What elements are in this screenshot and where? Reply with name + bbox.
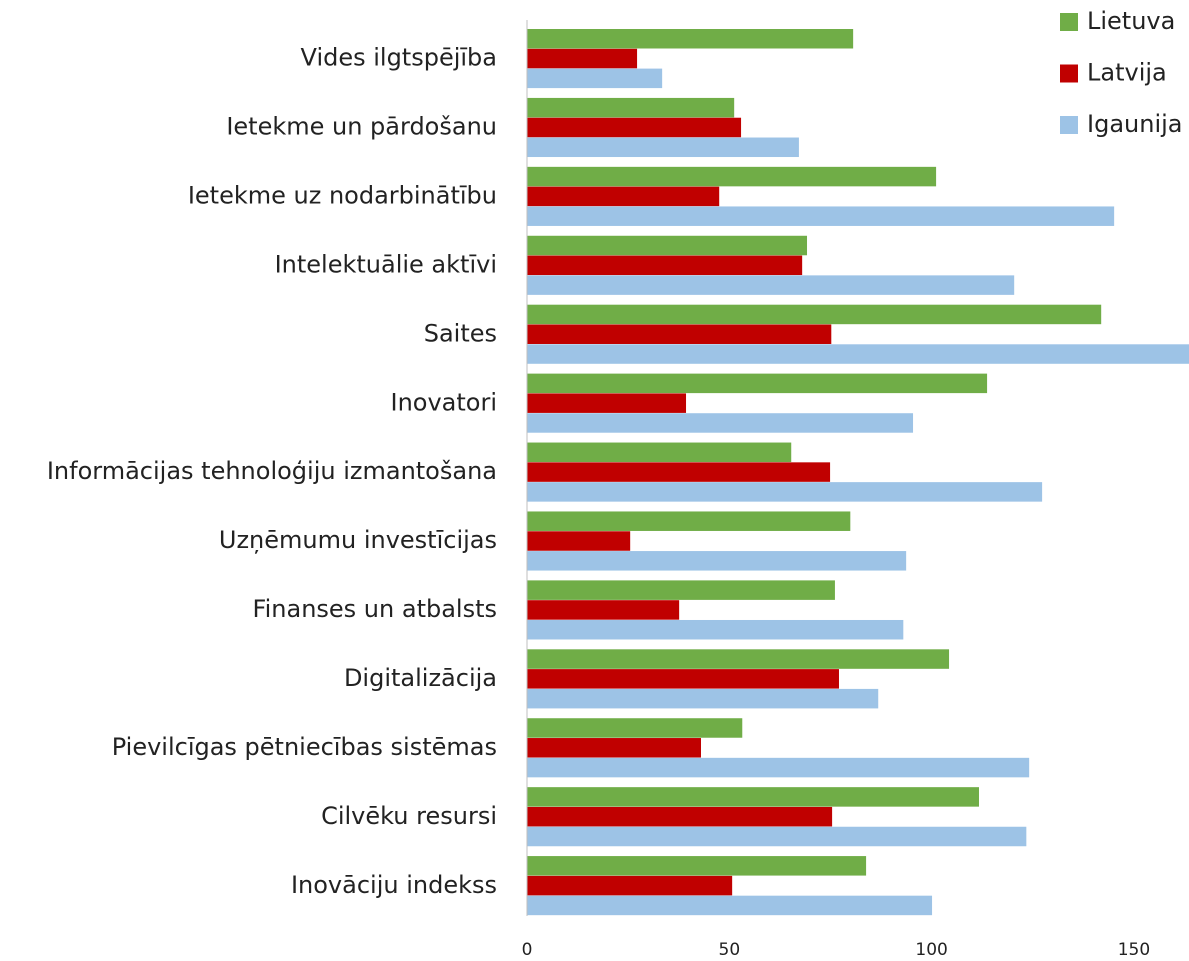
bar [527, 895, 933, 916]
bar [527, 48, 638, 69]
bar [527, 68, 663, 89]
category-label: Saites [424, 319, 497, 347]
category-label: Pievilcīgas pētniecības sistēmas [112, 733, 497, 761]
category-label: Cilvēku resursi [321, 802, 497, 830]
x-tick-label: 100 [915, 940, 947, 960]
bar [527, 649, 950, 669]
bar [527, 580, 835, 600]
legend-label: Latvija [1087, 59, 1167, 87]
bar [527, 275, 1015, 295]
bar [527, 462, 831, 482]
bar [527, 875, 733, 896]
bar [527, 738, 701, 758]
category-label: Uzņēmumu investīcijas [219, 526, 497, 554]
bar [527, 344, 1189, 364]
bar [527, 826, 1027, 847]
bar [527, 235, 808, 256]
bar [527, 757, 1030, 778]
bar [527, 137, 799, 158]
category-label: Intelektuālie aktīvi [275, 250, 497, 278]
category-label: Informācijas tehnoloģiju izmantošana [47, 457, 497, 485]
bar [527, 806, 833, 827]
bar [527, 29, 854, 49]
bar [527, 393, 687, 413]
x-tick-label: 50 [719, 940, 741, 960]
category-label: Inovāciju indekss [291, 871, 497, 899]
category-label: Digitalizācija [344, 664, 497, 692]
bar [527, 619, 904, 640]
bar [527, 206, 1115, 226]
bar [527, 787, 979, 807]
bar [527, 442, 792, 463]
x-tick-label: 0 [522, 940, 533, 960]
category-label: Ietekme un pārdošanu [226, 113, 497, 141]
legend-swatch [1060, 64, 1078, 83]
legend-swatch [1060, 13, 1078, 31]
category-label: Vides ilgtspējība [301, 44, 497, 72]
legend-label: Igaunija [1087, 110, 1182, 138]
bar [527, 186, 720, 207]
bar [527, 255, 803, 276]
bar [527, 166, 937, 187]
bar [527, 688, 879, 709]
bar [527, 324, 832, 344]
bar [527, 413, 914, 433]
bar [527, 718, 743, 738]
bar [527, 373, 988, 394]
bar [527, 551, 907, 571]
bar [527, 856, 867, 876]
category-label: Inovatori [390, 388, 497, 416]
bar [527, 482, 1043, 502]
bar [527, 669, 839, 689]
legend-swatch [1060, 116, 1078, 134]
bar [527, 600, 680, 620]
x-tick-label: 150 [1118, 940, 1150, 960]
bar [527, 531, 631, 551]
bar [527, 97, 735, 118]
bar [527, 117, 742, 138]
category-label: Ietekme uz nodarbinātību [188, 182, 497, 210]
bar [527, 511, 851, 531]
legend-label: Lietuva [1087, 7, 1175, 35]
category-label: Finanses un atbalsts [253, 595, 497, 623]
bar [527, 304, 1102, 325]
